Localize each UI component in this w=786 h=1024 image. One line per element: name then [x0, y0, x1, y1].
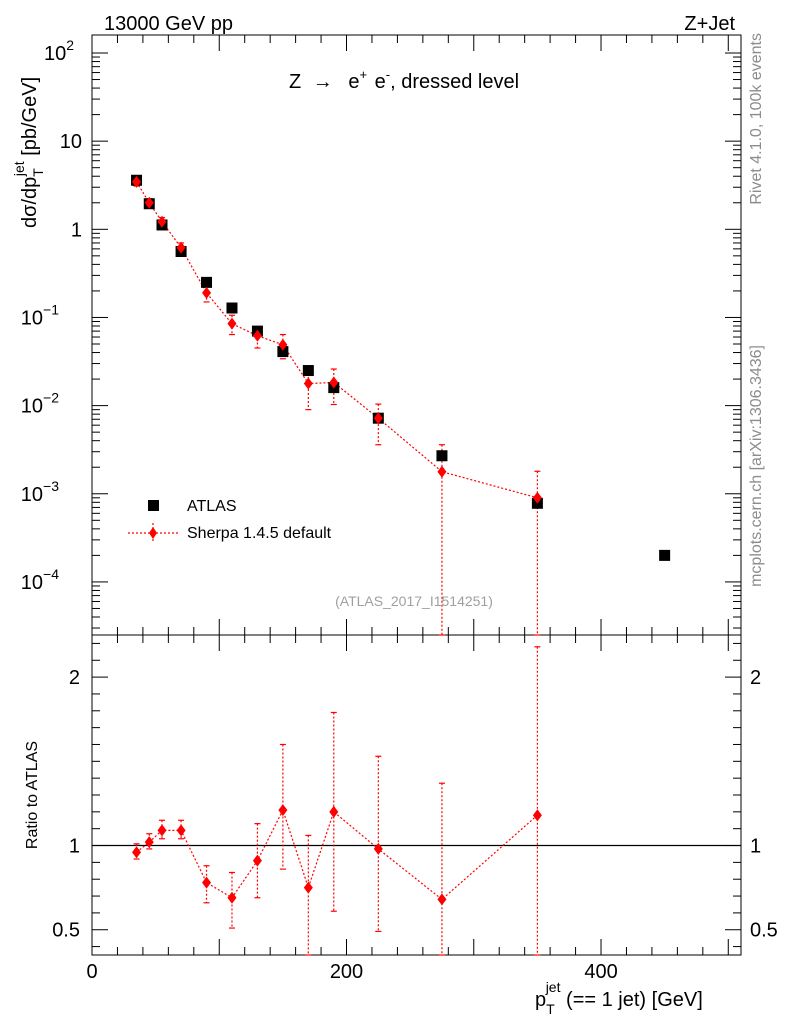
ratio-data-point: [144, 836, 154, 849]
ratio-data-point: [132, 846, 142, 859]
title-z: Z: [289, 71, 301, 93]
header-left-label: 13000 GeV pp: [104, 13, 233, 35]
atlas-data-point: [226, 302, 238, 314]
ratio-data-point: [252, 854, 262, 867]
legend: ATLAS Sherpa 1.4.5 default: [128, 498, 332, 543]
atlas-data-point: [201, 276, 213, 288]
main-title: Z → e+ e-, dressed level: [289, 62, 519, 93]
ylabel-unit: [pb/GeV]: [19, 77, 41, 162]
analysis-id-label: (ATLAS_2017_I1514251): [335, 593, 493, 609]
y-tick-label: 10−1: [21, 301, 59, 329]
ratio-data-point: [532, 809, 542, 822]
y-tick-exponent: −3: [43, 478, 59, 494]
ratio-data-point: [227, 891, 237, 904]
y-tick-label: 10−3: [21, 478, 59, 506]
mcplots-label: mcplots.cern.ch [arXiv:1306.3436]: [748, 345, 765, 587]
sherpa-data-point: [176, 241, 186, 254]
ratio-data-point: [176, 824, 186, 837]
y-tick-label: 10: [60, 131, 82, 153]
sherpa-data-point: [202, 286, 212, 299]
ratio-data-point: [202, 876, 212, 889]
y-tick-base: 10: [44, 43, 66, 65]
sherpa-data-point: [373, 412, 383, 425]
x-tick-label: 200: [330, 961, 363, 983]
x-tick-label: 400: [584, 961, 617, 983]
ratio-y-tick-label-right: 2: [750, 667, 761, 689]
y-tick-exponent: −2: [43, 390, 59, 406]
ratio-plot-frame: [91, 634, 742, 956]
ratio-data-point: [329, 805, 339, 818]
y-tick-base: 1: [71, 219, 82, 241]
title-minus-sup: -: [386, 67, 390, 82]
y-tick-exponent: 2: [66, 37, 74, 53]
ylabel-main: dσ/dp: [19, 177, 41, 228]
ratio-data-point: [373, 842, 383, 855]
sherpa-data-point: [144, 196, 154, 209]
ratio-y-tick-label-left: 1: [69, 836, 80, 858]
ratio-series-line: [136, 808, 538, 901]
y-tick-label: 10−4: [21, 566, 59, 594]
x-tick-label: 0: [86, 961, 97, 983]
title-plus-sup: +: [359, 67, 367, 82]
y-tick-label: 10−2: [21, 390, 59, 418]
ratio-data-point: [278, 804, 288, 817]
sherpa-data-point: [437, 465, 447, 478]
main-marks: [131, 174, 671, 636]
y-tick-base: 10: [21, 484, 43, 506]
ylabel-sup: jet: [11, 161, 27, 177]
x-axis-label: pTjet (== 1 jet) [GeV]: [535, 979, 703, 1017]
y-tick-label: 102: [44, 37, 74, 65]
y-tick-label: 1: [71, 219, 82, 241]
y-tick-base: 10: [21, 307, 43, 329]
y-tick-base: 10: [21, 572, 43, 594]
title-arrow: →: [313, 71, 333, 93]
atlas-data-point: [302, 365, 314, 377]
sherpa-data-point: [532, 491, 542, 504]
sherpa-data-point: [132, 175, 142, 188]
title-rest: , dressed level: [390, 71, 519, 93]
y-tick-base: 10: [21, 396, 43, 418]
atlas-data-point: [277, 346, 289, 358]
sherpa-data-point: [329, 376, 339, 389]
sherpa-series-line: [136, 181, 538, 499]
ratio-data-point: [303, 881, 313, 894]
ratio-y-axis-label: Ratio to ATLAS: [24, 741, 41, 849]
sherpa-data-point: [252, 329, 262, 342]
ratio-y-tick-label-left: 0.5: [52, 920, 80, 942]
header-right-label: Z+Jet: [684, 13, 735, 35]
y-tick-exponent: −1: [43, 301, 59, 317]
ratio-axes: 0 200 400 0.5 0.5 1 1 2 2: [52, 635, 778, 983]
sherpa-data-point: [157, 215, 167, 228]
xlabel-rest: (== 1 jet) [GeV]: [560, 989, 702, 1011]
legend-atlas-marker: [148, 500, 159, 511]
sherpa-data-point: [278, 338, 288, 351]
y-tick-base: 10: [60, 131, 82, 153]
sherpa-data-point: [303, 377, 313, 390]
rivet-version-label: Rivet 4.1.0, 100k events: [748, 33, 765, 205]
sherpa-data-point: [227, 317, 237, 330]
ratio-y-tick-label-left: 2: [69, 667, 80, 689]
title-e-minus: e: [375, 71, 386, 93]
xlabel-main: p: [535, 989, 546, 1011]
atlas-data-point: [436, 450, 448, 462]
main-y-axis-label: dσ/dpTjet [pb/GeV]: [11, 77, 46, 228]
xlabel-sup: jet: [545, 979, 561, 995]
title-e-plus: e: [348, 71, 359, 93]
ratio-data-point: [157, 824, 167, 837]
ratio-y-tick-label-right: 1: [750, 836, 761, 858]
legend-sherpa-marker: [149, 527, 157, 539]
main-plot-frame: [91, 34, 742, 636]
atlas-data-point: [659, 549, 671, 561]
xlabel-sub: T: [546, 1001, 555, 1017]
ylabel-sub: T: [30, 168, 46, 177]
legend-sherpa-label: Sherpa 1.4.5 default: [187, 525, 332, 542]
ratio-data-point: [437, 893, 447, 906]
legend-atlas-label: ATLAS: [187, 498, 237, 515]
y-tick-exponent: −4: [43, 566, 59, 582]
ratio-marks: [132, 646, 542, 956]
ratio-y-tick-label-right: 0.5: [750, 920, 778, 942]
